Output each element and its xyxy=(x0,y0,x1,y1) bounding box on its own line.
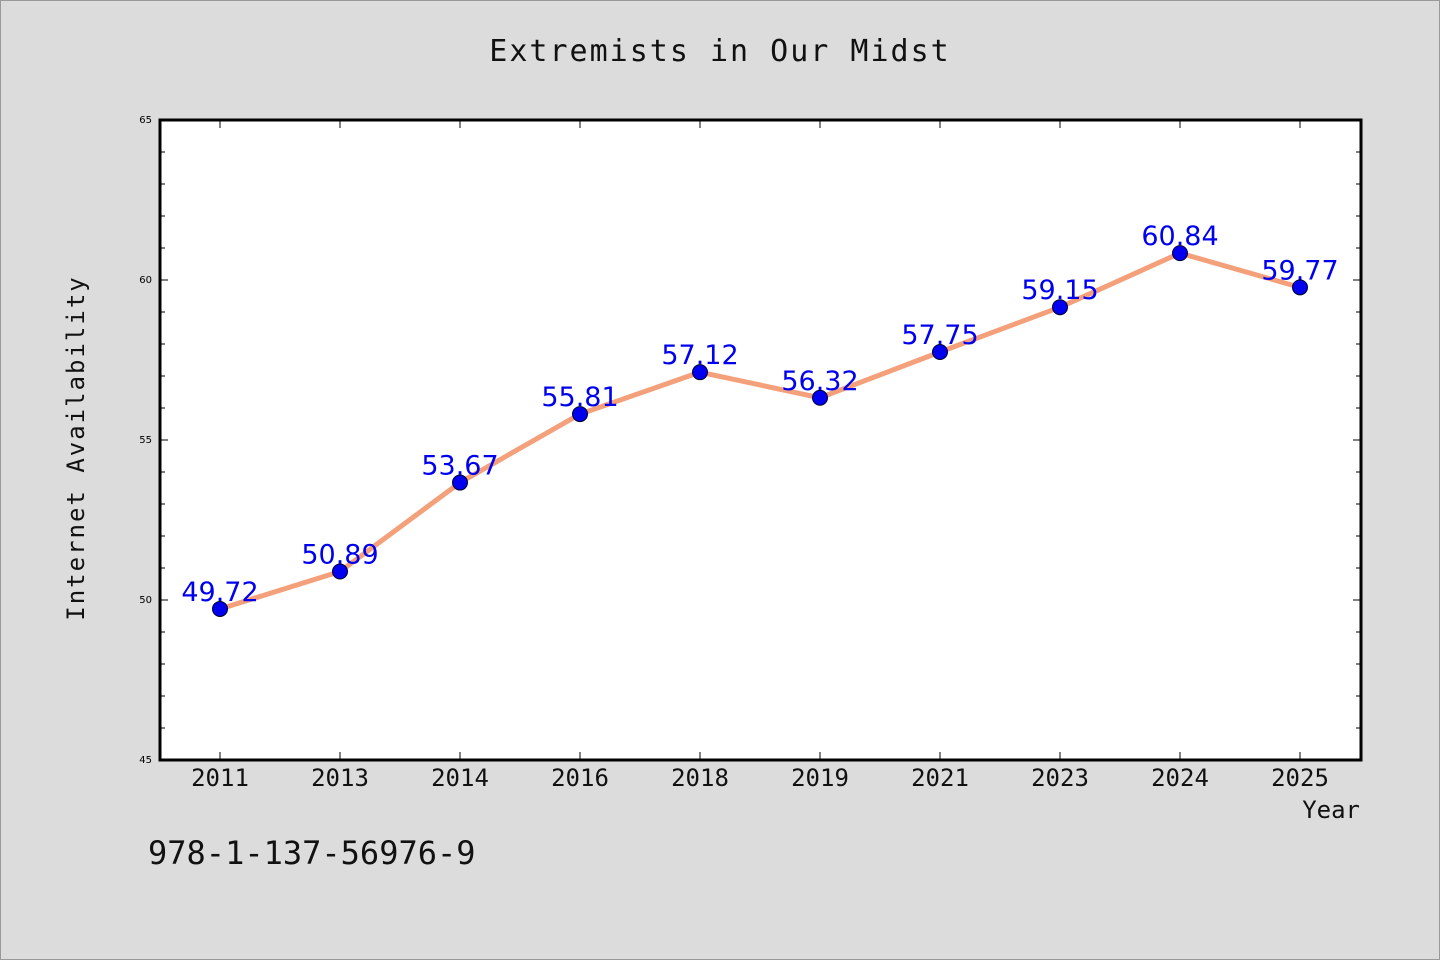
x-tick-label: 2023 xyxy=(1031,764,1089,792)
data-point xyxy=(812,389,828,406)
x-tick-label: 2019 xyxy=(791,764,849,792)
x-tick-label: 2016 xyxy=(551,764,609,792)
x-tick-label: 2025 xyxy=(1271,764,1329,792)
data-point xyxy=(572,406,588,423)
x-tick-label: 2018 xyxy=(671,764,729,792)
data-label: 55.81 xyxy=(541,382,618,413)
data-point xyxy=(452,474,468,491)
x-axis-ticks: 2011 2013 2014 2016 2018 2019 2021 2023 2024 2025 xyxy=(191,120,1329,792)
data-label: 60.84 xyxy=(1141,221,1218,252)
data-point xyxy=(1172,245,1188,262)
x-tick-label: 2024 xyxy=(1151,764,1209,792)
data-label: 57.12 xyxy=(661,340,738,371)
isbn-code: 978-1-137-56976-9 xyxy=(148,834,476,872)
y-tick-label: 50 xyxy=(139,595,152,606)
data-label: 56.32 xyxy=(781,366,858,397)
data-label: 59.77 xyxy=(1261,255,1338,286)
plot-area xyxy=(158,118,1363,762)
y-tick-label: 60 xyxy=(139,275,152,286)
y-tick-label: 55 xyxy=(139,435,152,446)
data-point xyxy=(1052,299,1068,316)
data-point xyxy=(932,344,948,360)
series-line xyxy=(217,250,1303,612)
data-label: 59.15 xyxy=(1021,275,1098,306)
data-point xyxy=(692,364,708,381)
x-tick-label: 2021 xyxy=(911,764,969,792)
chart-title: Extremists in Our Midst xyxy=(489,34,951,69)
x-tick-label: 2013 xyxy=(311,764,369,792)
data-label: 49.72 xyxy=(181,577,258,608)
data-label: 53.67 xyxy=(421,451,498,482)
data-label: 50.89 xyxy=(301,540,378,571)
data-point xyxy=(332,563,348,580)
data-point xyxy=(1292,279,1308,296)
data-label: 57.75 xyxy=(901,320,978,351)
data-point xyxy=(212,600,228,617)
x-tick-label: 2011 xyxy=(191,764,249,792)
y-tick-label: 65 xyxy=(139,115,152,126)
x-tick-label: 2014 xyxy=(431,764,489,792)
y-tick-label: 45 xyxy=(139,755,152,766)
x-axis-label: Year xyxy=(1302,796,1360,824)
series-layer: 49.72 50.89 53.67 55.81 57.12 56.32 57.75 59.15… xyxy=(181,221,1339,617)
y-axis-ticks: 45 50 55 60 65 xyxy=(139,115,1361,766)
